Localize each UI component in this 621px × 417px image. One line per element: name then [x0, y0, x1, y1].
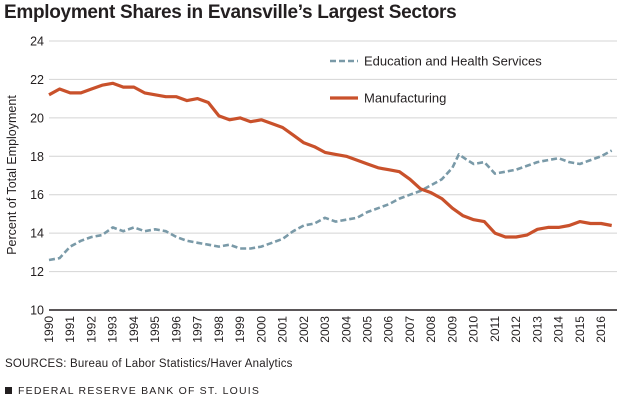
- x-tick-label: 1992: [84, 316, 98, 343]
- x-tick-label: 1997: [191, 316, 205, 343]
- series-lines: [48, 81, 613, 262]
- footer-text: FEDERAL RESERVE BANK OF ST. LOUIS: [18, 385, 261, 397]
- y-tick-label: 22: [30, 73, 44, 87]
- y-tick-label: 18: [30, 150, 44, 164]
- series-line-0: [48, 149, 613, 262]
- x-tick-label: 1998: [212, 316, 226, 343]
- x-tick-label: 1996: [169, 316, 183, 343]
- chart-title: Employment Shares in Evansville’s Larges…: [4, 2, 457, 23]
- y-tick-label: 12: [30, 265, 44, 279]
- x-tick-labels: 1990 1991 1992 1993 1994 1995 1996 1997 1998 1999…: [42, 316, 608, 343]
- y-tick-labels: 10 12 14 16 18 20 22 24: [30, 35, 44, 318]
- legend: Education and Health Services Manufacturi…: [330, 54, 542, 106]
- x-tick-label: 1994: [127, 316, 141, 343]
- sources-note: SOURCES: Bureau of Labor Statistics/Have…: [5, 358, 293, 370]
- x-tick-label: 1990: [42, 316, 56, 343]
- y-tick-label: 24: [30, 35, 44, 49]
- x-tick-label: 1991: [63, 316, 77, 343]
- x-tick-label: 2012: [509, 316, 523, 343]
- y-axis-label: Percent of Total Employment: [5, 95, 19, 255]
- x-tick-label: 1995: [148, 316, 162, 343]
- y-tick-label: 10: [30, 304, 44, 318]
- footer-square-icon: [5, 387, 12, 394]
- x-tick-label: 2016: [594, 316, 608, 343]
- grid-lines: [49, 40, 617, 311]
- x-tick-label: 2006: [382, 316, 396, 343]
- x-tick-label: 2011: [488, 316, 502, 342]
- x-tick-label: 2002: [297, 316, 311, 343]
- x-tick-label: 2004: [339, 316, 353, 343]
- series-line-1: [48, 81, 612, 239]
- x-tick-label: 2001: [276, 316, 290, 343]
- x-tick-label: 2005: [361, 316, 375, 343]
- x-tick-label: 2015: [573, 316, 587, 343]
- legend-label: Manufacturing: [364, 91, 446, 106]
- x-tick-label: 2009: [445, 316, 459, 343]
- x-tick-label: 2000: [254, 316, 268, 343]
- x-tick-label: 2008: [424, 316, 438, 343]
- x-tick-label: 2014: [552, 316, 566, 343]
- x-tick-label: 2007: [403, 316, 417, 343]
- y-tick-label: 14: [30, 227, 44, 241]
- y-tick-label: 20: [30, 111, 44, 125]
- footer: FEDERAL RESERVE BANK OF ST. LOUIS: [5, 385, 260, 397]
- x-tick-label: 2010: [467, 316, 481, 343]
- x-tick-label: 2003: [318, 316, 332, 343]
- legend-label: Education and Health Services: [364, 54, 542, 69]
- x-tick-label: 2013: [530, 316, 544, 343]
- x-tick-label: 1999: [233, 316, 247, 343]
- x-tick-label: 1993: [106, 316, 120, 343]
- y-tick-label: 16: [30, 188, 44, 202]
